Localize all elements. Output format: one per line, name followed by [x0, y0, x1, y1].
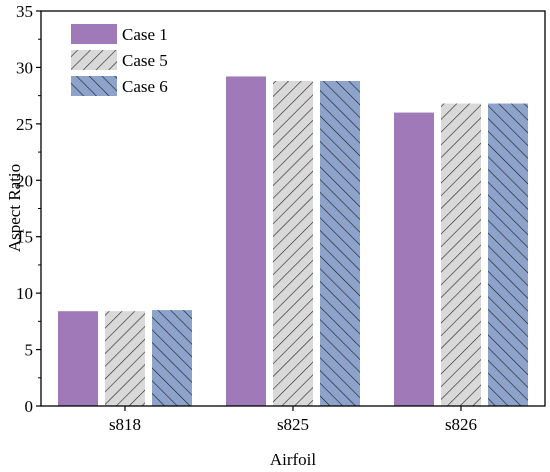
x-tick-label: s818 [109, 415, 141, 434]
legend-label: Case 6 [122, 77, 168, 96]
legend-swatch-case-1 [71, 24, 117, 44]
x-axis: s818 s825 s826 [109, 406, 477, 434]
bar-s818-case-1 [58, 311, 98, 406]
legend-label: Case 5 [122, 51, 168, 70]
y-tick-label: 0 [25, 397, 34, 416]
x-tick-label: s826 [445, 415, 477, 434]
y-axis-label: Aspect Ratio [5, 164, 24, 252]
legend-swatch-case-5 [71, 50, 117, 70]
y-tick-label: 10 [16, 284, 33, 303]
x-tick-label: s825 [277, 415, 309, 434]
bar-s825-case-5 [273, 80, 313, 406]
bar-s825-case-1 [226, 76, 266, 406]
legend: Case 1 Case 5 Case 6 [71, 24, 168, 96]
bar-s826-case-5 [441, 103, 481, 407]
bar-s826-case-1 [394, 112, 434, 407]
legend-label: Case 1 [122, 25, 168, 44]
bar-s826-case-6 [488, 103, 528, 407]
bar-s818-case-5 [105, 311, 145, 406]
legend-swatch-case-6 [71, 76, 117, 96]
y-axis: 0 5 10 15 20 25 30 35 [16, 2, 41, 416]
y-tick-label: 5 [25, 341, 34, 360]
y-tick-label: 25 [16, 115, 33, 134]
y-tick-label: 20 [16, 171, 33, 190]
bar-s818-case-6 [152, 310, 192, 406]
y-tick-label: 35 [16, 2, 33, 21]
bars-layer [58, 76, 528, 407]
bar-s825-case-6 [320, 80, 360, 406]
x-axis-label: Airfoil [270, 450, 317, 469]
y-tick-label: 30 [16, 58, 33, 77]
y-tick-label: 15 [16, 228, 33, 247]
